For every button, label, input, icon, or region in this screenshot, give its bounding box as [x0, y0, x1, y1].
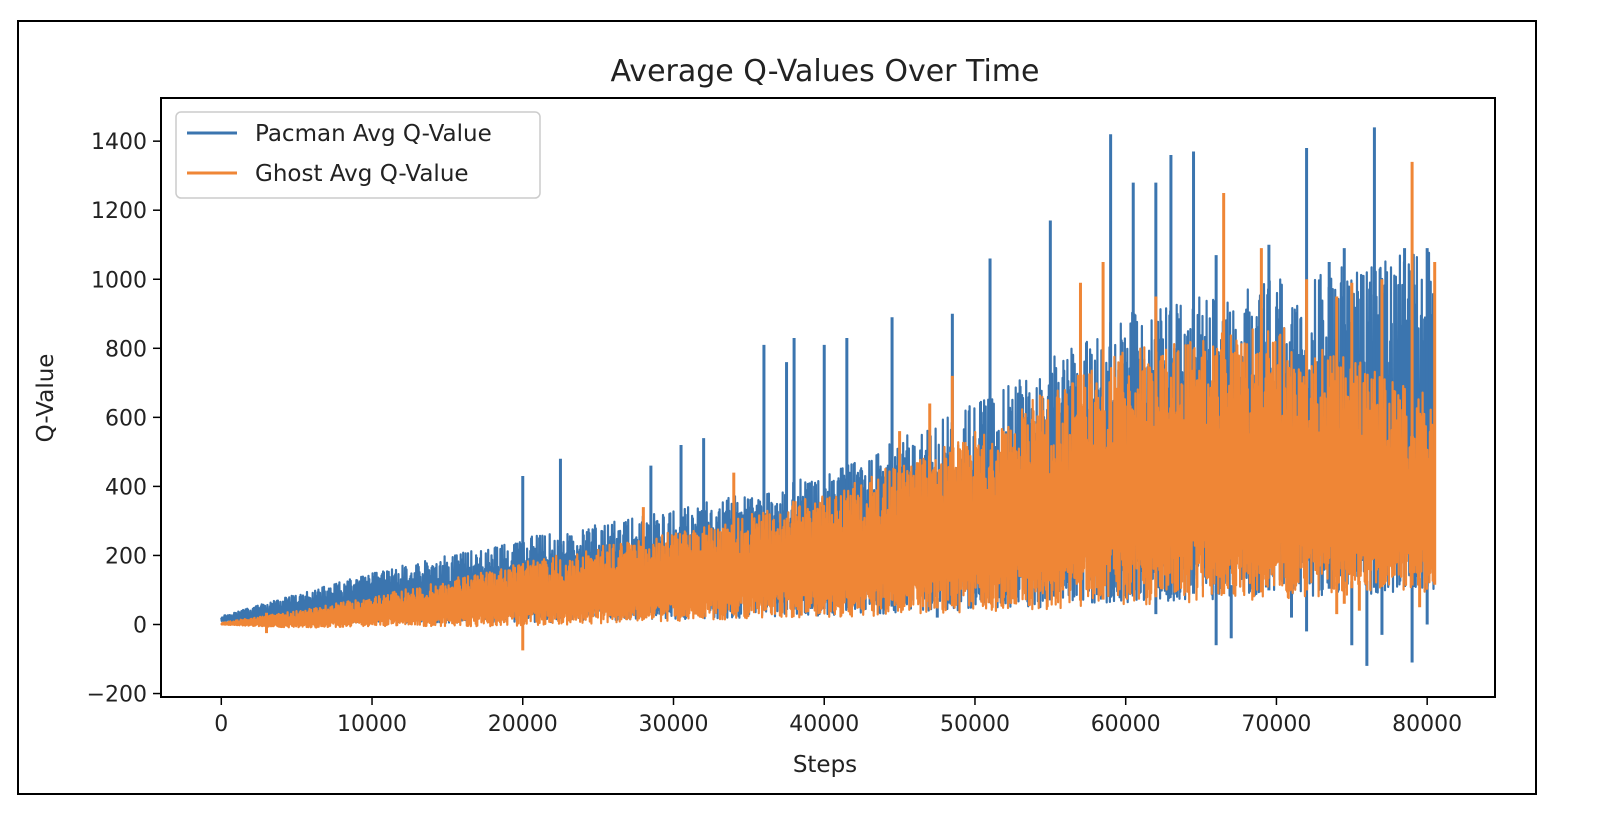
legend-box	[175, 111, 541, 199]
y-tick-label: 1000	[91, 268, 147, 293]
x-tick-label: 30000	[638, 712, 708, 737]
y-tick-label: 400	[105, 475, 147, 500]
plot-area-border	[160, 97, 1496, 698]
x-tick-label: 70000	[1241, 712, 1311, 737]
x-axis-title: Steps	[793, 752, 857, 778]
series-layer	[220, 127, 1437, 666]
y-tick-label: 800	[105, 337, 147, 362]
x-tick-label: 20000	[488, 712, 558, 737]
y-axis-title: Q-Value	[33, 354, 59, 443]
x-tick-label: 50000	[940, 712, 1010, 737]
y-tick-label: 600	[105, 406, 147, 431]
y-tick-label: 200	[105, 544, 147, 569]
x-tick-label: 10000	[337, 712, 407, 737]
x-tick-label: 80000	[1392, 712, 1462, 737]
legend-label-pacman: Pacman Avg Q-Value	[255, 121, 492, 147]
series-line	[220, 327, 1436, 629]
y-axis: −200 0 200 400 600 800 1000 1200 1400	[87, 130, 161, 708]
x-axis: 0 10000 20000 30000 40000 50000 60000 70000 8000…	[214, 697, 1462, 737]
figure-frame: Average Q-Values Over Time 0 10000 20000 30…	[17, 20, 1537, 795]
x-tick-label: 40000	[789, 712, 859, 737]
legend-label-ghost: Ghost Avg Q-Value	[255, 161, 469, 187]
x-tick-label: 0	[214, 712, 228, 737]
y-tick-label: 1400	[91, 130, 147, 155]
y-tick-label: 0	[133, 613, 147, 638]
x-tick-label: 60000	[1091, 712, 1161, 737]
legend: Pacman Avg Q-Value Ghost Avg Q-Value	[175, 111, 541, 199]
y-tick-label: −200	[87, 683, 147, 708]
chart-title: Average Q-Values Over Time	[611, 54, 1040, 89]
y-tick-label: 1200	[91, 199, 147, 224]
chart: Average Q-Values Over Time 0 10000 20000 30…	[33, 54, 1496, 778]
